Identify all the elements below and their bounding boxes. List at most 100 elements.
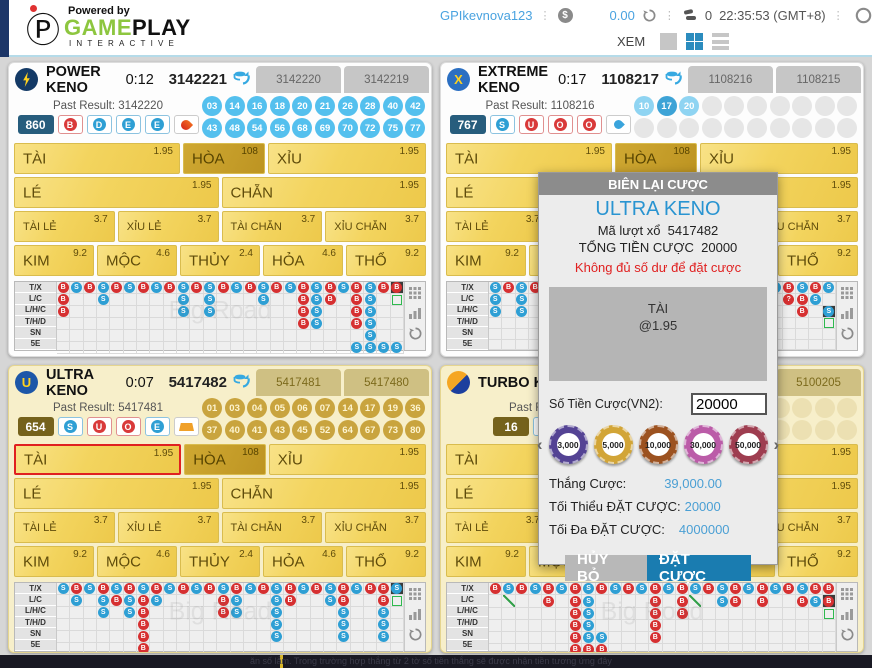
bet-cell-xiu[interactable]: XỈU 1.95: [268, 143, 426, 174]
bet-cell-tai[interactable]: TÀI 1.95: [14, 143, 180, 174]
bet-cell-xiu_chan[interactable]: XỈU CHẴN 3.7: [325, 211, 426, 242]
previous-draw-tabs: 5417481 5417480: [256, 369, 429, 396]
bet-cell-hoa_e[interactable]: HỎA 4.6: [263, 245, 343, 276]
road-grid-view-icon[interactable]: [409, 587, 421, 605]
bet-cell-le[interactable]: LÉ 1.95: [14, 478, 219, 509]
bet-cell-kim[interactable]: KIM 9.2: [14, 546, 94, 577]
road-cell: [742, 632, 756, 644]
view-list-icon[interactable]: [712, 33, 730, 50]
bet-cell-kim[interactable]: KIM 9.2: [446, 546, 526, 577]
road-cell: [742, 608, 756, 620]
bet-cell-chan[interactable]: CHẴN 1.95: [221, 478, 426, 509]
bet-cell-hoa_e[interactable]: HỎA 4.6: [263, 546, 343, 577]
result-road: T/X L/C L/H/C T/H/D SN 5E B S B S B S B S B S B S B S B S B S B S…: [14, 281, 426, 354]
draw-timer: 0:07: [125, 374, 154, 391]
empty-ball: [747, 96, 767, 116]
refresh-balance-icon[interactable]: [642, 8, 657, 23]
bet-cell-tai[interactable]: TÀI 1.95: [14, 444, 182, 475]
bet-cell-hoa[interactable]: HÒA 108: [184, 444, 266, 475]
small-marker: S: [823, 306, 835, 317]
place-bet-button[interactable]: ĐẶT CƯỢC: [647, 551, 751, 585]
road-grid-view-icon[interactable]: [841, 587, 853, 605]
number-ball: 14: [224, 96, 245, 116]
bet-cell-tai_chan[interactable]: TÀI CHẴN 3.7: [221, 211, 323, 242]
road-cell: S: [377, 342, 391, 354]
chip-10000[interactable]: 10,000: [638, 425, 678, 464]
cancel-button[interactable]: HỦY BỎ: [565, 551, 647, 585]
refresh-draw-icon[interactable]: [663, 67, 684, 92]
bet-cell-tai_chan[interactable]: TÀI CHẴN 3.7: [221, 512, 323, 543]
chip-50000[interactable]: 50,000: [728, 425, 768, 464]
previous-draw-tab[interactable]: 1108216: [688, 66, 773, 93]
big-marker: B: [783, 282, 795, 293]
view-grid-icon[interactable]: [686, 33, 704, 50]
road-cell: [515, 608, 530, 620]
bet-cell-thuy[interactable]: THỦY 2.4: [180, 546, 260, 577]
chip-3000[interactable]: 3,000: [548, 425, 588, 464]
amount-input[interactable]: [691, 393, 767, 415]
bet-cell-kim[interactable]: KIM 9.2: [14, 245, 94, 276]
previous-draw-tab[interactable]: 1108215: [776, 66, 861, 93]
road-cell: [283, 318, 298, 330]
road-refresh-icon[interactable]: [840, 627, 855, 647]
road-stats-icon[interactable]: [841, 607, 853, 625]
road-stats-icon[interactable]: [409, 306, 421, 324]
road-grid-view-icon[interactable]: [841, 286, 853, 304]
bet-cell-tai_le[interactable]: TÀI LẺ 3.7: [14, 211, 115, 242]
bet-cell-xiu_le[interactable]: XỈU LẺ 3.7: [117, 512, 219, 543]
road-cell: [663, 644, 676, 652]
bet-cell-kim[interactable]: KIM 9.2: [446, 245, 526, 276]
bet-cell-tho[interactable]: THỔ 9.2: [346, 546, 426, 577]
chips-next-arrow[interactable]: ›: [773, 434, 780, 454]
bet-cell-tho[interactable]: THỔ 9.2: [778, 546, 858, 577]
circle-icon[interactable]: [855, 7, 872, 24]
bet-cell-tho[interactable]: THỔ 9.2: [778, 245, 858, 276]
number-ball: 75: [382, 118, 403, 138]
refresh-draw-icon[interactable]: [231, 370, 252, 395]
road-cell: [542, 644, 556, 652]
previous-draw-tab[interactable]: 3142220: [256, 66, 341, 93]
bet-grid: TÀI 1.95 HÒA 108 XỈU 1.95 LÉ 1.95 CHẴN 1.95 TÀI LẺ…: [9, 139, 431, 279]
bet-chips-icon[interactable]: [682, 8, 698, 23]
road-cell: [782, 620, 796, 632]
chip-5000[interactable]: 5,000: [593, 425, 633, 464]
road-cell: S: [177, 306, 191, 318]
bet-cell-tai[interactable]: TÀI 1.95: [446, 143, 612, 174]
bet-cell-xiu_le[interactable]: XỈU LẺ 3.7: [117, 211, 219, 242]
road-refresh-icon[interactable]: [408, 326, 423, 346]
bet-cell-xiu[interactable]: XỈU 1.95: [700, 143, 858, 174]
bet-cell-xiu[interactable]: XỈU 1.95: [268, 444, 426, 475]
bet-cell-tai_le[interactable]: TÀI LẺ 3.7: [446, 512, 547, 543]
bet-grid-row: TÀI LẺ 3.7 XỈU LẺ 3.7 TÀI CHẴN 3.7 XỈU CHẴN 3.7: [14, 211, 426, 242]
bet-cell-thuy[interactable]: THỦY 2.4: [180, 245, 260, 276]
bet-cell-moc[interactable]: MỘC 4.6: [97, 245, 177, 276]
road-refresh-icon[interactable]: [840, 326, 855, 346]
previous-draw-tab[interactable]: 5417481: [256, 369, 341, 396]
view-single-icon[interactable]: [660, 33, 678, 50]
chips-prev-arrow[interactable]: ‹: [536, 434, 543, 454]
chip-30000[interactable]: 30,000: [683, 425, 723, 464]
small-marker: S: [716, 595, 728, 607]
previous-draw-tab[interactable]: 5100205: [776, 369, 861, 396]
previous-draw-tab[interactable]: 5417480: [344, 369, 429, 396]
bet-cell-tai_le[interactable]: TÀI LẺ 3.7: [14, 512, 115, 543]
road-stats-icon[interactable]: [841, 306, 853, 324]
coin-icon[interactable]: $: [557, 7, 573, 23]
road-cell: S: [363, 306, 378, 318]
previous-draw-tab[interactable]: 3142219: [344, 66, 429, 93]
bet-odds: 3.7: [301, 214, 316, 225]
bet-cell-chan[interactable]: CHẴN 1.95: [221, 177, 426, 208]
bet-cell-hoa[interactable]: HÒA 108: [615, 143, 697, 174]
small-marker: S: [204, 306, 216, 317]
bet-cell-le[interactable]: LÉ 1.95: [14, 177, 219, 208]
bet-cell-tho[interactable]: THỔ 9.2: [346, 245, 426, 276]
bet-cell-moc[interactable]: MỘC 4.6: [97, 546, 177, 577]
bet-cell-hoa[interactable]: HÒA 108: [183, 143, 265, 174]
road-stats-icon[interactable]: [409, 607, 421, 625]
road-grid-view-icon[interactable]: [409, 286, 421, 304]
refresh-draw-icon[interactable]: [231, 67, 252, 92]
bet-cell-tai_le[interactable]: TÀI LẺ 3.7: [446, 211, 547, 242]
bet-cell-xiu_chan[interactable]: XỈU CHẴN 3.7: [325, 512, 426, 543]
road-cell: [755, 632, 770, 644]
road-refresh-icon[interactable]: [408, 627, 423, 647]
